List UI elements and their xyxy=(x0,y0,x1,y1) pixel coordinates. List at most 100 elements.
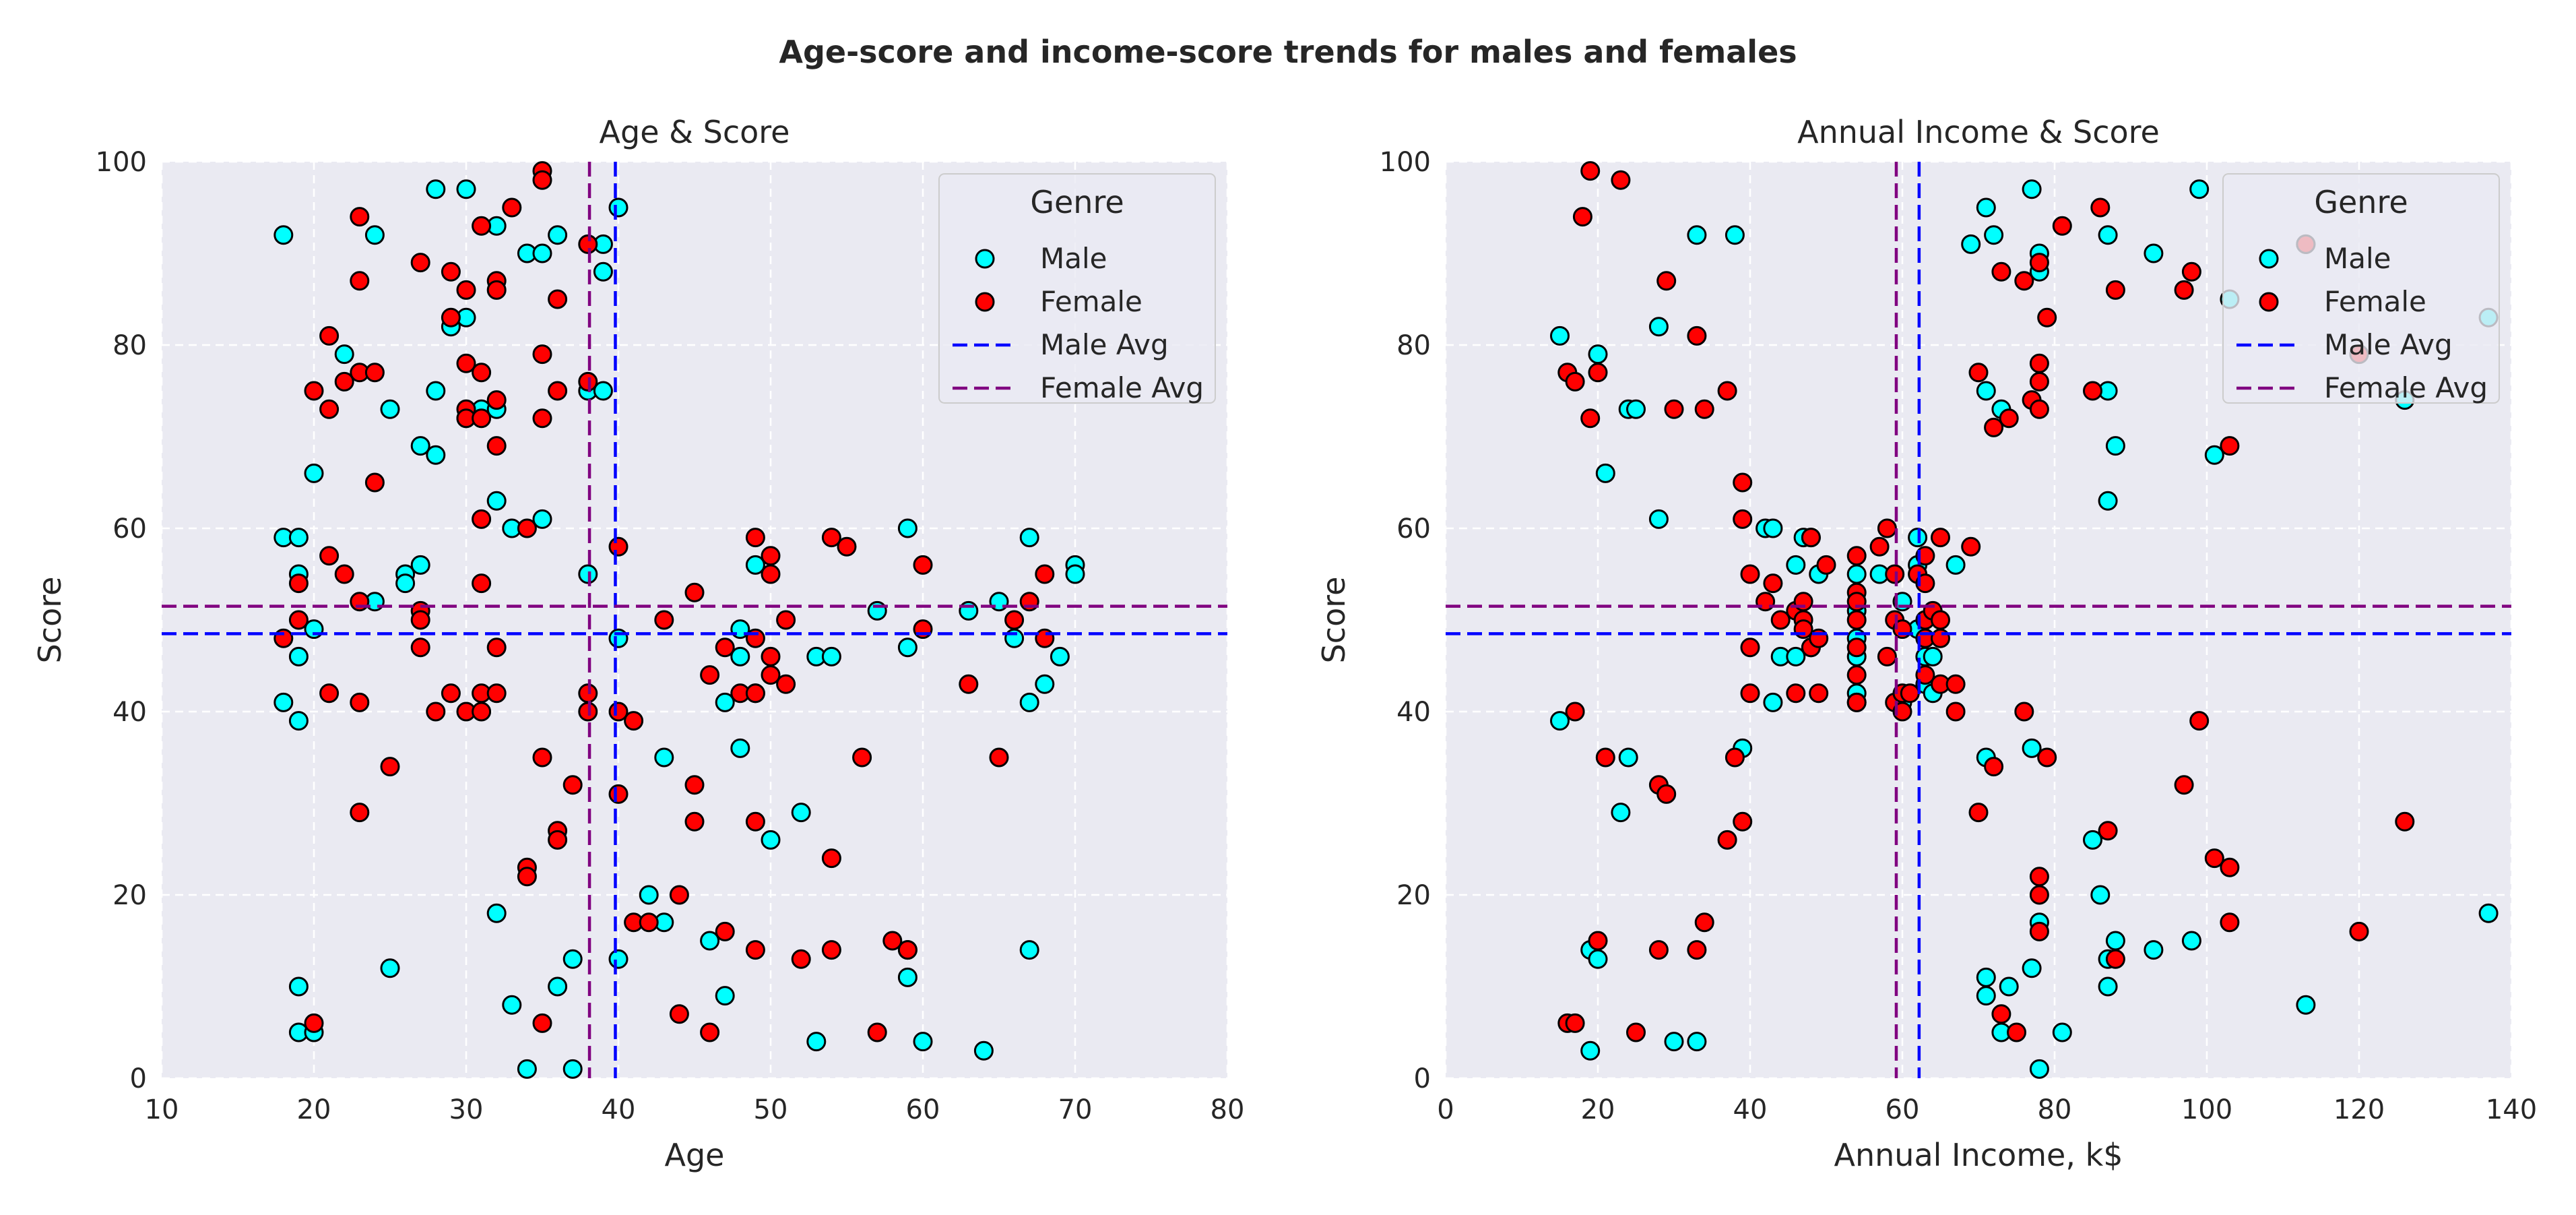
female-point xyxy=(350,271,370,291)
male-point xyxy=(2296,995,2316,1015)
female-point xyxy=(761,564,781,584)
female-point xyxy=(715,921,735,941)
male-point xyxy=(1961,234,1981,254)
female-point xyxy=(1931,628,1950,648)
male-point xyxy=(821,646,841,666)
female-point xyxy=(1580,161,1601,181)
male-point xyxy=(1019,940,1039,960)
male-point xyxy=(548,225,568,245)
female-point xyxy=(578,371,598,392)
female-point xyxy=(578,683,598,704)
female-point xyxy=(1885,564,1905,584)
x-tick-label: 30 xyxy=(449,1094,484,1125)
female-point xyxy=(852,747,872,768)
male-point xyxy=(2181,931,2201,951)
male-point xyxy=(486,903,507,923)
male-point xyxy=(1945,555,1966,575)
female-point xyxy=(578,234,598,254)
female-point xyxy=(1687,940,1707,960)
female-point xyxy=(1915,573,1935,594)
female-point xyxy=(1991,261,2011,282)
female-point xyxy=(1809,683,1829,704)
male-point xyxy=(973,1040,994,1061)
male-point xyxy=(730,646,750,666)
x-tick-label: 70 xyxy=(1058,1094,1093,1125)
male-point xyxy=(1984,225,2004,245)
female-point xyxy=(1756,592,1776,612)
female-point xyxy=(1733,509,1753,529)
legend: Genre Male Female Male Avg Female Avg xyxy=(2222,173,2500,404)
female-point xyxy=(456,280,476,300)
female-point xyxy=(273,628,294,648)
female-point xyxy=(959,674,979,694)
female-point xyxy=(2220,912,2240,933)
male-point xyxy=(897,518,917,538)
male-point xyxy=(2189,179,2210,199)
legend-label-male-avg: Male Avg xyxy=(2324,328,2453,361)
male-point xyxy=(1725,225,1745,245)
male-point xyxy=(1004,628,1025,648)
male-point xyxy=(2098,491,2118,511)
y-tick-label: 100 xyxy=(96,147,147,178)
male-point xyxy=(1763,518,1783,538)
legend-label-female: Female xyxy=(1040,285,1142,318)
female-point xyxy=(608,536,629,557)
x-axis-label: Age xyxy=(665,1137,725,1173)
female-point xyxy=(2014,702,2034,722)
male-point xyxy=(2022,958,2042,978)
female-point xyxy=(532,408,552,429)
male-point xyxy=(288,528,309,548)
x-tick-label: 50 xyxy=(754,1094,788,1125)
y-tick-label: 60 xyxy=(112,513,147,544)
male-point xyxy=(2022,179,2042,199)
female-point xyxy=(2029,399,2049,419)
female-point xyxy=(350,207,370,227)
female-point xyxy=(1687,325,1707,346)
male-point xyxy=(426,179,446,199)
female-point xyxy=(426,702,446,722)
male-point xyxy=(1618,747,1638,768)
male-point xyxy=(2022,738,2042,758)
female-point xyxy=(1786,683,1806,704)
female-point xyxy=(1846,637,1867,658)
female-point xyxy=(882,931,903,951)
male-point xyxy=(1976,197,1996,218)
female-point xyxy=(441,261,461,282)
female-point xyxy=(1004,610,1025,630)
x-tick-label: 100 xyxy=(2181,1094,2232,1125)
female-point xyxy=(2204,848,2224,869)
female-point xyxy=(517,518,537,538)
female-point xyxy=(2037,307,2057,328)
female-point xyxy=(1717,381,1737,401)
female-point xyxy=(1900,683,1920,704)
female-point xyxy=(2052,216,2072,236)
female-point xyxy=(1648,940,1669,960)
legend-title: Genre xyxy=(1030,184,1124,220)
male-point xyxy=(2083,830,2102,850)
female-point xyxy=(1588,931,1608,951)
male-point xyxy=(1550,325,1570,346)
female-point xyxy=(1945,702,1966,722)
female-point xyxy=(1945,674,1966,694)
female-point xyxy=(1877,646,1897,666)
female-point xyxy=(548,830,568,850)
female-point xyxy=(913,555,933,575)
male-point xyxy=(2105,931,2125,951)
y-tick-label: 20 xyxy=(112,880,147,911)
female-point xyxy=(364,472,385,493)
female-point xyxy=(745,628,765,648)
female-point xyxy=(2395,811,2415,832)
male-point xyxy=(959,600,979,621)
y-tick-label: 100 xyxy=(1380,147,1431,178)
female-point xyxy=(776,674,796,694)
y-tick-label: 40 xyxy=(1396,697,1431,728)
male-point xyxy=(517,1059,537,1079)
male-point xyxy=(2098,976,2118,997)
male-point xyxy=(1976,986,1996,1006)
female-point xyxy=(304,381,324,401)
female-point xyxy=(380,757,400,777)
female-point xyxy=(2098,821,2118,841)
female-point xyxy=(1740,564,1760,584)
female-point xyxy=(1846,592,1867,612)
female-point xyxy=(562,775,583,795)
